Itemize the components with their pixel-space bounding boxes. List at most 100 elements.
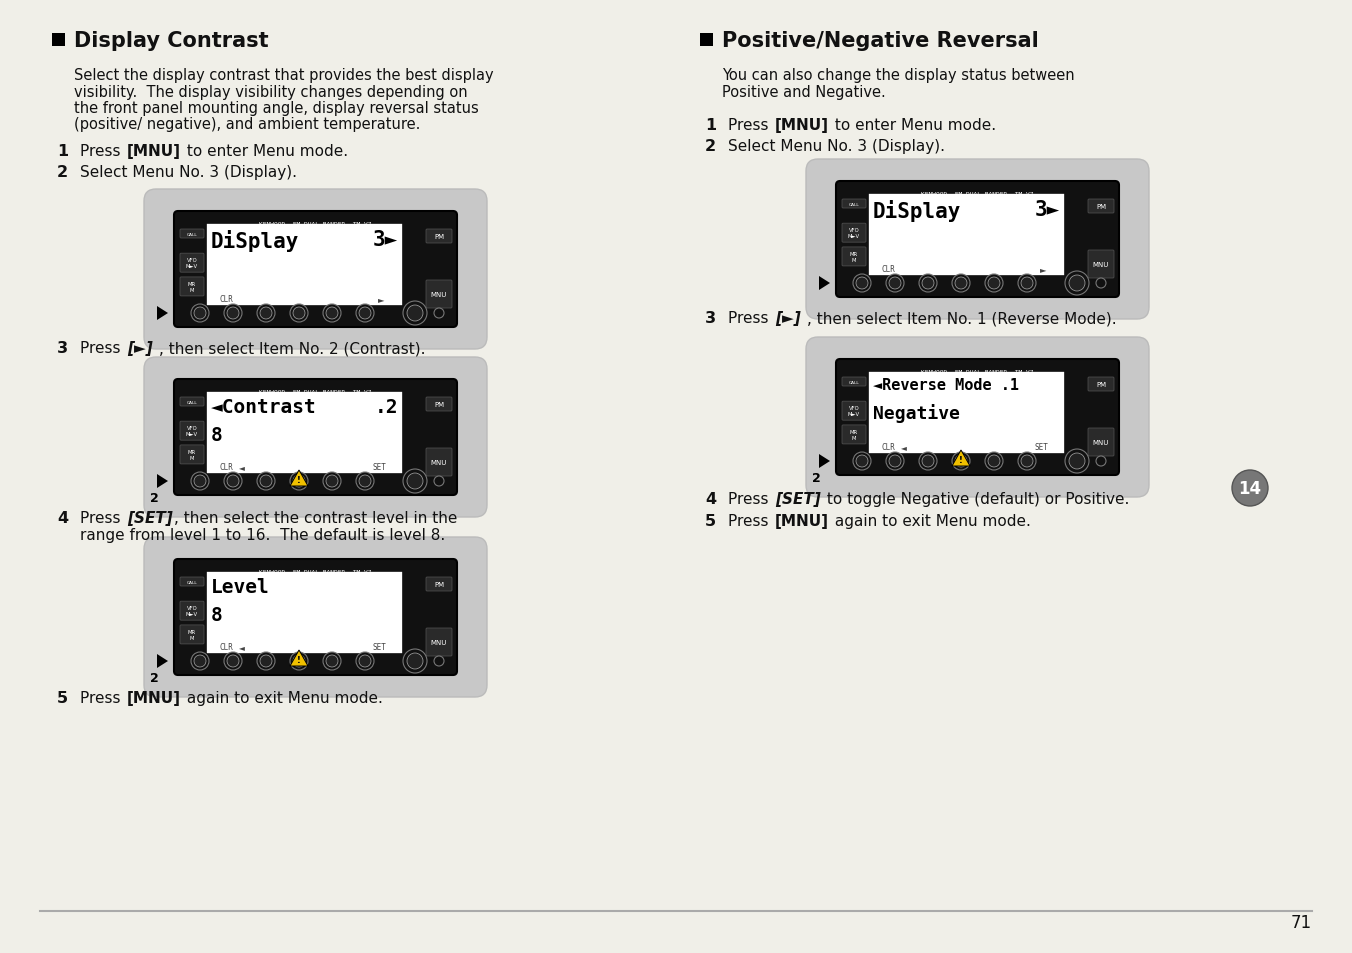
Text: 3: 3 (704, 311, 717, 326)
Text: Press: Press (727, 514, 773, 529)
Text: [MNU]: [MNU] (775, 118, 829, 132)
Text: [►]: [►] (775, 311, 800, 326)
Circle shape (1069, 275, 1086, 292)
Text: MNU: MNU (1092, 262, 1109, 268)
Text: [MNU]: [MNU] (127, 690, 181, 705)
Circle shape (407, 306, 423, 322)
Circle shape (403, 470, 427, 494)
Circle shape (856, 277, 868, 290)
FancyBboxPatch shape (836, 359, 1119, 476)
Text: 71: 71 (1291, 913, 1311, 931)
Text: CALL: CALL (849, 202, 860, 206)
Text: VFO
M►V: VFO M►V (187, 606, 197, 617)
Text: Press: Press (80, 511, 126, 525)
Circle shape (289, 652, 308, 670)
Circle shape (289, 305, 308, 323)
Circle shape (360, 308, 370, 319)
Circle shape (1018, 453, 1036, 471)
Text: KENWOOD  FM DUAL BANDER  TM-V7: KENWOOD FM DUAL BANDER TM-V7 (260, 221, 372, 226)
Circle shape (407, 654, 423, 669)
Circle shape (224, 473, 242, 491)
FancyBboxPatch shape (1088, 377, 1114, 392)
Text: 3►: 3► (373, 230, 397, 250)
Polygon shape (952, 451, 969, 467)
Text: 3►: 3► (1034, 200, 1060, 220)
Circle shape (326, 656, 338, 667)
Text: Press: Press (80, 144, 126, 159)
FancyBboxPatch shape (1088, 429, 1114, 456)
Circle shape (227, 308, 239, 319)
Circle shape (890, 277, 900, 290)
Text: [MNU]: [MNU] (127, 144, 181, 159)
Circle shape (293, 656, 306, 667)
FancyBboxPatch shape (180, 578, 204, 586)
Circle shape (323, 305, 341, 323)
Circle shape (260, 476, 272, 488)
Circle shape (260, 308, 272, 319)
Circle shape (919, 453, 937, 471)
Text: CLR: CLR (882, 443, 895, 452)
Text: MNU: MNU (431, 639, 448, 645)
Circle shape (293, 476, 306, 488)
Text: MNU: MNU (431, 292, 448, 297)
Circle shape (986, 274, 1003, 293)
Text: VFO
M►V: VFO M►V (848, 228, 860, 238)
Text: CALL: CALL (849, 380, 860, 384)
FancyBboxPatch shape (836, 182, 1119, 297)
Circle shape (952, 274, 969, 293)
Circle shape (922, 277, 934, 290)
FancyBboxPatch shape (426, 230, 452, 244)
Text: Press: Press (727, 311, 773, 326)
Text: Level: Level (211, 578, 270, 597)
Text: ◄: ◄ (239, 463, 245, 472)
Text: !: ! (297, 656, 301, 664)
FancyBboxPatch shape (180, 253, 204, 273)
Text: 3: 3 (57, 340, 68, 355)
Text: ◄: ◄ (900, 443, 907, 452)
Circle shape (403, 302, 427, 326)
FancyBboxPatch shape (806, 160, 1149, 319)
Circle shape (356, 305, 375, 323)
FancyBboxPatch shape (145, 537, 487, 698)
Text: MR
M: MR M (850, 430, 859, 440)
FancyBboxPatch shape (180, 422, 204, 440)
Text: , then select the contrast level in the: , then select the contrast level in the (174, 511, 457, 525)
FancyBboxPatch shape (174, 379, 457, 496)
Text: PM: PM (1096, 204, 1106, 210)
Text: MR
M: MR M (188, 630, 196, 640)
Text: VFO
M►V: VFO M►V (848, 406, 860, 416)
Circle shape (224, 305, 242, 323)
Text: CALL: CALL (187, 233, 197, 236)
Circle shape (260, 656, 272, 667)
Circle shape (853, 453, 871, 471)
Text: VFO
M►V: VFO M►V (187, 426, 197, 436)
Text: PM: PM (434, 233, 443, 240)
Circle shape (227, 476, 239, 488)
Text: Select Menu No. 3 (Display).: Select Menu No. 3 (Display). (80, 165, 297, 180)
Text: (positive/ negative), and ambient temperature.: (positive/ negative), and ambient temper… (74, 117, 420, 132)
Bar (868, 193, 1065, 276)
Text: MR
M: MR M (850, 252, 859, 262)
Circle shape (988, 277, 1000, 290)
Text: MNU: MNU (431, 459, 448, 465)
Text: 5: 5 (704, 514, 717, 529)
FancyBboxPatch shape (842, 377, 867, 387)
Text: ►: ► (377, 295, 384, 304)
Text: Negative: Negative (873, 403, 960, 422)
Circle shape (257, 652, 274, 670)
Text: MNU: MNU (1092, 439, 1109, 446)
Text: [SET]: [SET] (127, 511, 173, 525)
FancyBboxPatch shape (180, 625, 204, 644)
Bar (206, 224, 403, 307)
FancyBboxPatch shape (1088, 200, 1114, 213)
Circle shape (1021, 277, 1033, 290)
Polygon shape (157, 655, 168, 668)
Polygon shape (819, 276, 830, 291)
Text: [MNU]: [MNU] (775, 514, 829, 529)
Text: 1: 1 (57, 144, 68, 159)
Circle shape (434, 657, 443, 666)
Bar (51, 34, 65, 47)
FancyBboxPatch shape (180, 445, 204, 464)
Circle shape (434, 309, 443, 318)
Text: [SET]: [SET] (775, 492, 821, 506)
